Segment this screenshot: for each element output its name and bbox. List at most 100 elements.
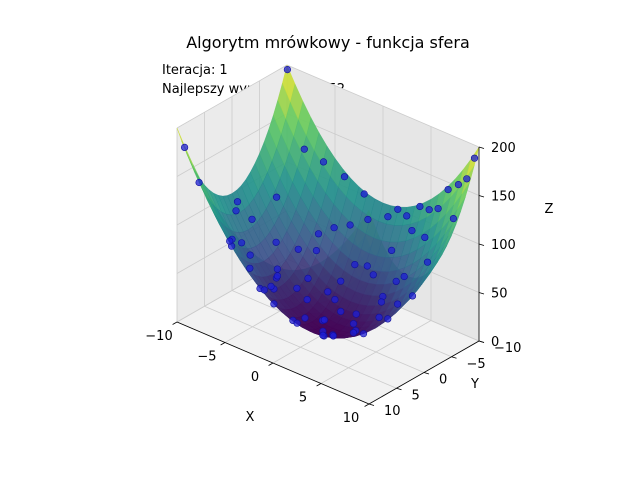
x-tick-label: 5	[299, 391, 307, 406]
y-tick-mark	[423, 372, 430, 375]
scatter-point	[454, 181, 463, 189]
y-tick-label: 5	[412, 388, 420, 403]
z-tick-label: 100	[491, 238, 516, 253]
x-tick-mark	[316, 383, 322, 387]
scatter-points	[181, 65, 479, 340]
scatter-point	[421, 233, 429, 241]
y-tick-mark	[396, 387, 402, 391]
scatter-point	[403, 212, 411, 220]
scatter-point	[416, 202, 424, 211]
grid-line	[176, 64, 288, 129]
z-axis-label: Z	[545, 202, 554, 217]
axes	[172, 146, 485, 407]
scatter-point	[425, 206, 433, 214]
scatter-point	[384, 213, 392, 221]
x-axis-label: X	[246, 410, 255, 425]
scatter-point	[246, 264, 254, 272]
scatter-point	[319, 331, 327, 339]
z-tick-mark	[478, 340, 485, 343]
scatter-point	[294, 245, 302, 253]
iteration-value: 1	[219, 63, 228, 78]
x-tick-mark	[364, 403, 370, 407]
scatter-point	[273, 193, 281, 201]
scatter-point	[337, 277, 345, 285]
scatter-point	[400, 272, 408, 281]
y-tick-mark	[451, 356, 457, 359]
chart-title: Algorytm mrówkowy - funkcja sfera	[186, 33, 470, 52]
scatter-point	[351, 261, 359, 269]
scatter-point	[304, 274, 312, 283]
scatter-point	[272, 238, 280, 246]
scatter-point	[388, 246, 396, 254]
axis-labels: X Y Z	[246, 202, 554, 425]
scatter-point	[232, 207, 240, 215]
scatter-point	[384, 315, 392, 323]
x-tick-label: −10	[145, 329, 172, 344]
iteration-label: Iteracja:	[162, 63, 216, 78]
scatter-point	[470, 154, 479, 162]
scatter-point	[463, 175, 471, 183]
scatter-point	[349, 320, 358, 328]
scatter-point	[273, 265, 282, 273]
scatter-point	[408, 227, 416, 235]
scatter-point	[226, 237, 234, 245]
scatter-point	[394, 300, 402, 308]
scatter-point	[369, 271, 377, 279]
scatter-point	[352, 310, 360, 318]
scatter-point	[330, 224, 338, 232]
y-tick-label: 0	[439, 373, 447, 388]
grid-line	[204, 305, 397, 389]
x-tick-label: 10	[343, 411, 360, 426]
scatter-point	[377, 298, 386, 306]
scatter-point	[181, 143, 189, 151]
scatter-point	[363, 262, 371, 270]
grid-line	[176, 113, 288, 177]
scatter-point	[329, 332, 337, 340]
scatter-point	[444, 186, 452, 194]
z-tick-mark	[478, 243, 485, 246]
scatter-point	[195, 178, 203, 187]
scatter-point	[359, 330, 368, 338]
x-tick-mark	[220, 342, 226, 346]
x-tick-label: 0	[251, 370, 259, 385]
scatter-point	[319, 158, 328, 166]
scatter-point	[340, 173, 349, 181]
surface-facet	[466, 146, 480, 178]
scatter-point	[273, 272, 282, 280]
scatter-point	[337, 307, 345, 316]
scatter-point	[260, 286, 268, 294]
scatter-point	[349, 329, 358, 337]
scatter-point	[270, 300, 278, 308]
scatter-point	[320, 316, 329, 324]
scatter-point	[449, 215, 458, 223]
scatter-point	[301, 314, 309, 322]
z-tick-mark	[478, 292, 485, 295]
z-tick-label: 50	[491, 287, 508, 302]
scatter-point	[364, 215, 372, 224]
grid-line	[286, 113, 480, 196]
scatter-point	[314, 230, 323, 238]
scatter-point	[248, 215, 256, 223]
z-tick-mark	[478, 195, 485, 198]
y-axis-label: Y	[470, 377, 479, 392]
scatter-point	[303, 296, 311, 304]
scatter-point	[360, 190, 368, 198]
scatter-point	[246, 251, 254, 259]
grid-line	[286, 64, 480, 148]
z-tick-label: 150	[491, 190, 516, 205]
z-tick-label: 0	[491, 335, 499, 350]
y-tick-mark	[368, 403, 375, 406]
scatter-point	[267, 282, 275, 291]
scatter-point	[324, 288, 332, 296]
x-tick-label: −5	[197, 350, 216, 365]
scatter-point	[423, 258, 432, 266]
scatter-point	[312, 247, 321, 255]
scatter-point	[331, 296, 339, 304]
y-tick-label: −5	[467, 357, 486, 372]
scatter-point	[375, 313, 383, 322]
iteration-annotation: Iteracja: 1	[162, 63, 228, 78]
scatter-point	[394, 205, 402, 213]
scatter-point	[300, 145, 308, 153]
scatter-point	[293, 319, 301, 327]
